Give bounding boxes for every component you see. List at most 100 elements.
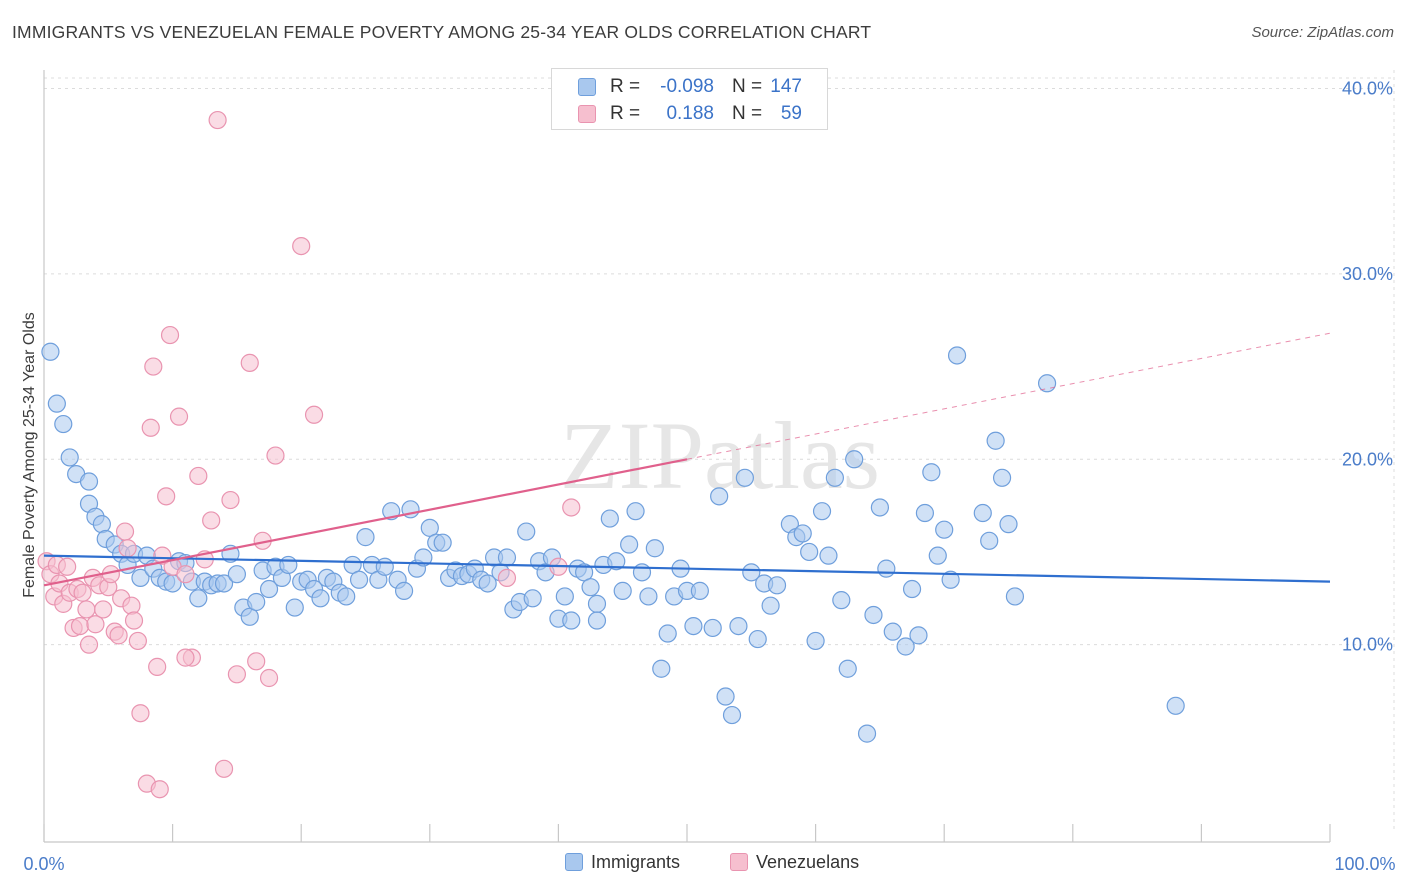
n-label: N = xyxy=(732,76,763,97)
venezuelans-point xyxy=(77,600,96,619)
venezuelans-point xyxy=(153,546,172,565)
immigrants-point xyxy=(735,468,754,487)
legend-item-immigrants: Immigrants xyxy=(565,852,680,873)
immigrants-point xyxy=(793,524,812,543)
tick-labels: 10.0% 20.0% 30.0% 40.0% 0.0% 100.0% xyxy=(23,79,1395,874)
immigrants-point xyxy=(285,598,304,617)
immigrants-point xyxy=(742,563,761,582)
legend-row-immigrants: R = -0.098 N = 147 xyxy=(552,74,827,100)
venezuelans-point xyxy=(118,539,137,558)
venezuelans-point xyxy=(157,487,176,506)
immigrants-point xyxy=(941,570,960,589)
immigrants-point xyxy=(980,531,999,550)
axes xyxy=(43,70,1331,843)
immigrants-point xyxy=(883,622,902,641)
venezuelans-point xyxy=(86,615,105,634)
immigrants-point xyxy=(819,546,838,565)
immigrants-point xyxy=(947,346,967,365)
immigrants-point xyxy=(433,533,452,552)
venezuelans-point xyxy=(176,565,195,584)
immigrants-point xyxy=(748,629,767,649)
immigrants-point xyxy=(915,503,935,523)
immigrants-point xyxy=(356,528,375,547)
immigrants-point xyxy=(877,559,896,578)
r-label: R = xyxy=(610,76,641,97)
immigrants-point xyxy=(896,637,915,656)
immigrants-point xyxy=(259,579,279,599)
immigrants-point xyxy=(227,565,246,584)
immigrants-point xyxy=(587,611,607,630)
immigrants-point xyxy=(613,581,632,600)
immigrants-point xyxy=(857,724,877,743)
immigrants-point xyxy=(922,463,941,482)
immigrants-point xyxy=(703,618,722,638)
correlation-legend: R = -0.098 N = 147 R = 0.188 N = 59 xyxy=(551,68,828,130)
immigrants-point xyxy=(581,578,600,597)
immigrants-trend-line xyxy=(43,554,1331,583)
venezuelans-point xyxy=(150,780,169,799)
venezuelans-point xyxy=(208,110,227,130)
venezuelans-point xyxy=(94,600,113,619)
immigrants-point xyxy=(935,520,954,539)
immigrants-point xyxy=(1037,374,1057,393)
venezuelans-point xyxy=(189,466,208,486)
immigrants-point xyxy=(47,394,66,413)
immigrants-point xyxy=(800,542,819,562)
immigrants-point xyxy=(838,659,857,678)
source-label: Source: ZipAtlas.com xyxy=(1251,24,1394,41)
immigrants-point xyxy=(607,552,626,571)
immigrants-point xyxy=(632,563,652,582)
immigrants-point xyxy=(497,548,517,567)
venezuelans-point xyxy=(240,353,259,372)
immigrants-point xyxy=(620,535,639,554)
immigrants-point xyxy=(375,557,394,576)
venezuelans-point xyxy=(304,405,324,424)
immigrants-point xyxy=(729,616,748,636)
immigrants-point xyxy=(832,591,851,610)
immigrants-point xyxy=(41,342,60,361)
immigrants-point xyxy=(349,570,369,589)
immigrants-point xyxy=(767,576,787,595)
immigrants-point xyxy=(986,431,1005,450)
immigrants-swatch xyxy=(565,853,583,871)
immigrants-point xyxy=(247,592,266,612)
immigrants-point xyxy=(79,472,99,491)
venezuelans-point xyxy=(122,596,141,615)
immigrants-point xyxy=(311,589,330,608)
x-tick-label: 0.0% xyxy=(23,854,64,874)
venezuelans-point xyxy=(79,635,99,654)
immigrants-point xyxy=(812,502,832,521)
legend-label: Immigrants xyxy=(591,852,681,872)
venezuelans-point xyxy=(73,583,92,602)
legend-row-venezuelans: R = 0.188 N = 59 xyxy=(552,101,827,127)
y-tick-label: 10.0% xyxy=(1342,635,1393,655)
venezuelans-point xyxy=(124,611,144,630)
venezuelans-trend-line xyxy=(43,458,688,587)
n-value: 59 xyxy=(780,103,802,124)
venezuelans-point xyxy=(214,759,234,778)
immigrants-point xyxy=(131,568,150,588)
immigrants-point xyxy=(54,414,73,434)
immigrants-point xyxy=(600,509,619,528)
immigrants-point xyxy=(214,574,234,593)
venezuelans-point xyxy=(148,657,167,676)
r-value: 0.188 xyxy=(666,103,714,124)
venezuelans-point xyxy=(247,652,266,671)
venezuelans-point xyxy=(176,648,195,667)
immigrants-point xyxy=(825,468,844,487)
immigrants-point xyxy=(973,503,992,523)
r-label: R = xyxy=(610,103,641,124)
y-tick-label: 30.0% xyxy=(1342,264,1393,284)
immigrants-point xyxy=(92,515,111,534)
immigrants-point xyxy=(902,579,922,599)
venezuelans-point xyxy=(259,668,279,688)
immigrants-point xyxy=(1005,587,1025,606)
venezuelans-point xyxy=(497,568,517,588)
venezuelans-point xyxy=(562,498,581,517)
immigrants-point xyxy=(645,539,664,558)
venezuelans-point xyxy=(58,557,77,576)
venezuelans-point xyxy=(70,616,90,636)
venezuelans-point xyxy=(128,631,147,651)
immigrants-point xyxy=(1166,696,1185,715)
